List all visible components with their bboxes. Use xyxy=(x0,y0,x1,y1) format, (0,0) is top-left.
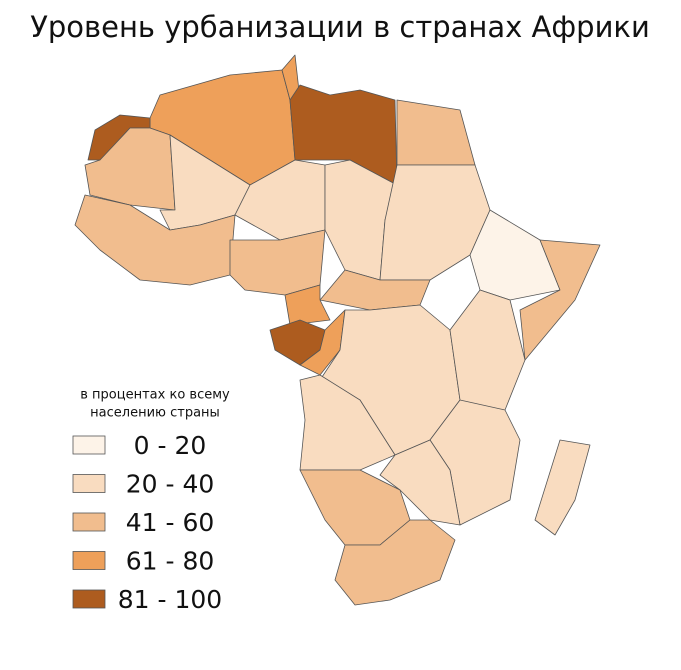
region xyxy=(289,84,398,186)
map-title: Уровень урбанизации в странах Африки xyxy=(30,10,650,44)
region xyxy=(379,439,461,526)
legend-label: 0 - 20 xyxy=(134,431,207,460)
legend-subtitle: в процентах ко всему xyxy=(80,388,230,403)
region xyxy=(299,374,396,471)
legend-swatch xyxy=(72,551,106,570)
legend-swatch xyxy=(72,474,106,493)
legend-label: 20 - 40 xyxy=(126,470,215,499)
region xyxy=(229,229,326,296)
legend-subtitle: населению страны xyxy=(90,406,220,421)
africa-map xyxy=(74,54,601,606)
region xyxy=(534,439,591,536)
legend-label: 61 - 80 xyxy=(126,547,215,576)
legend-swatch xyxy=(72,512,106,532)
region xyxy=(379,164,491,281)
region xyxy=(284,284,331,326)
legend-swatch xyxy=(72,589,106,609)
legend: в процентах ко всему населению страны 0 - … xyxy=(72,388,230,614)
legend-label: 41 - 60 xyxy=(126,508,215,537)
legend-label: 81 - 100 xyxy=(118,585,222,614)
legend-swatch xyxy=(72,435,106,455)
region xyxy=(334,519,456,606)
